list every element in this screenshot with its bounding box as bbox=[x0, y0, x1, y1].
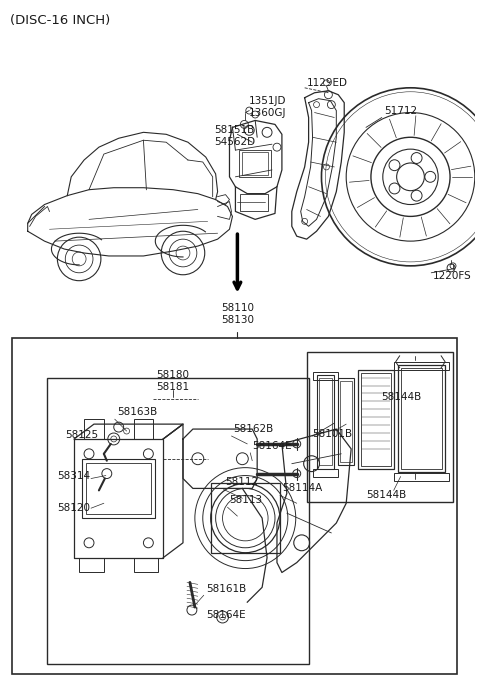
Bar bbox=[12, 338, 457, 674]
Bar bbox=[211, 484, 280, 552]
Text: 58120: 58120 bbox=[58, 503, 90, 513]
Bar bbox=[307, 352, 453, 502]
Bar bbox=[312, 469, 338, 477]
Text: 1220FS: 1220FS bbox=[433, 271, 472, 281]
Text: 58180: 58180 bbox=[156, 369, 190, 380]
Bar bbox=[240, 150, 271, 177]
Text: 58110: 58110 bbox=[221, 303, 254, 314]
Text: 58114A: 58114A bbox=[282, 484, 322, 493]
Bar bbox=[319, 378, 332, 464]
Bar bbox=[394, 362, 449, 369]
Text: 1129ED: 1129ED bbox=[307, 78, 348, 88]
Bar bbox=[316, 375, 335, 469]
Text: 54562D: 54562D bbox=[215, 137, 256, 147]
Text: 58164E: 58164E bbox=[252, 441, 292, 451]
Bar bbox=[84, 419, 104, 439]
Text: 58144B: 58144B bbox=[381, 392, 421, 402]
Text: 58125: 58125 bbox=[65, 430, 98, 440]
Bar bbox=[240, 193, 268, 211]
Bar bbox=[401, 368, 442, 469]
Text: 51712: 51712 bbox=[384, 105, 417, 116]
Text: 1360GJ: 1360GJ bbox=[249, 107, 287, 118]
Bar bbox=[79, 558, 104, 572]
Text: 58181: 58181 bbox=[156, 382, 190, 391]
Text: 58101B: 58101B bbox=[312, 429, 353, 439]
Bar bbox=[312, 372, 338, 380]
Text: 58130: 58130 bbox=[221, 315, 254, 325]
Text: 58113: 58113 bbox=[229, 495, 263, 505]
Bar bbox=[394, 473, 449, 480]
Text: 58112: 58112 bbox=[226, 477, 259, 488]
Bar bbox=[48, 378, 309, 665]
Bar bbox=[361, 373, 391, 466]
Bar bbox=[397, 365, 445, 471]
Bar bbox=[133, 558, 158, 572]
Text: 58144B: 58144B bbox=[366, 491, 406, 500]
Bar bbox=[133, 419, 153, 439]
Text: 58164E: 58164E bbox=[206, 610, 245, 620]
Text: 58314: 58314 bbox=[58, 471, 91, 480]
Text: 58163B: 58163B bbox=[117, 407, 157, 417]
Bar bbox=[358, 369, 394, 469]
Bar bbox=[82, 459, 156, 518]
Text: 58161B: 58161B bbox=[206, 584, 246, 594]
Bar bbox=[340, 380, 352, 462]
Text: 58162B: 58162B bbox=[233, 424, 274, 434]
Text: (DISC-16 INCH): (DISC-16 INCH) bbox=[10, 14, 110, 27]
Text: 1351JD: 1351JD bbox=[249, 96, 287, 106]
Bar bbox=[242, 152, 268, 175]
Text: 58151B: 58151B bbox=[215, 125, 255, 136]
Bar bbox=[86, 463, 151, 514]
Bar bbox=[338, 378, 354, 464]
